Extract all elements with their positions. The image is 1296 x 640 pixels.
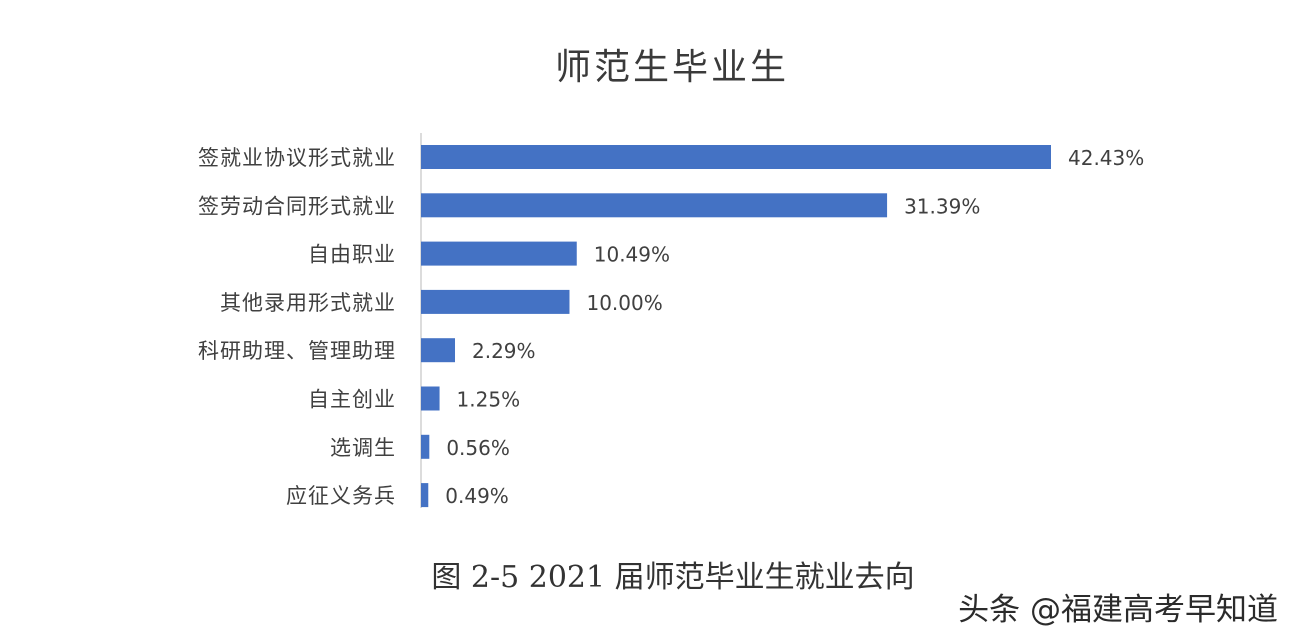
data-label: 0.49% (445, 484, 509, 508)
category-label: 应征义务兵 (286, 484, 396, 508)
data-label: 10.00% (586, 291, 662, 315)
category-label: 其他录用形式就业 (220, 291, 396, 315)
bar (421, 434, 430, 459)
data-label: 1.25% (457, 388, 521, 412)
category-label: 科研助理、管理助理 (198, 339, 396, 363)
watermark: 头条 @福建高考早知道 (958, 592, 1278, 628)
data-label: 2.29% (472, 339, 536, 363)
bar (421, 241, 577, 266)
category-label: 自主创业 (308, 388, 396, 412)
chart-title: 师范生毕业生 (554, 47, 789, 88)
bar (421, 145, 1051, 169)
bar (421, 386, 440, 411)
data-label: 10.49% (594, 243, 670, 267)
bar (421, 338, 456, 363)
data-label: 31.39% (904, 194, 980, 218)
category-label: 选调生 (330, 436, 396, 460)
category-label: 签劳动合同形式就业 (198, 194, 396, 218)
bar (421, 193, 888, 218)
figure-caption: 图 2-5 2021 届师范毕业生就业去向 (431, 560, 915, 595)
bar (421, 483, 429, 508)
data-label: 42.43% (1068, 146, 1144, 170)
data-label: 0.56% (446, 436, 510, 460)
bar (421, 289, 570, 314)
category-label: 自由职业 (308, 243, 396, 267)
category-label: 签就业协议形式就业 (198, 146, 396, 170)
